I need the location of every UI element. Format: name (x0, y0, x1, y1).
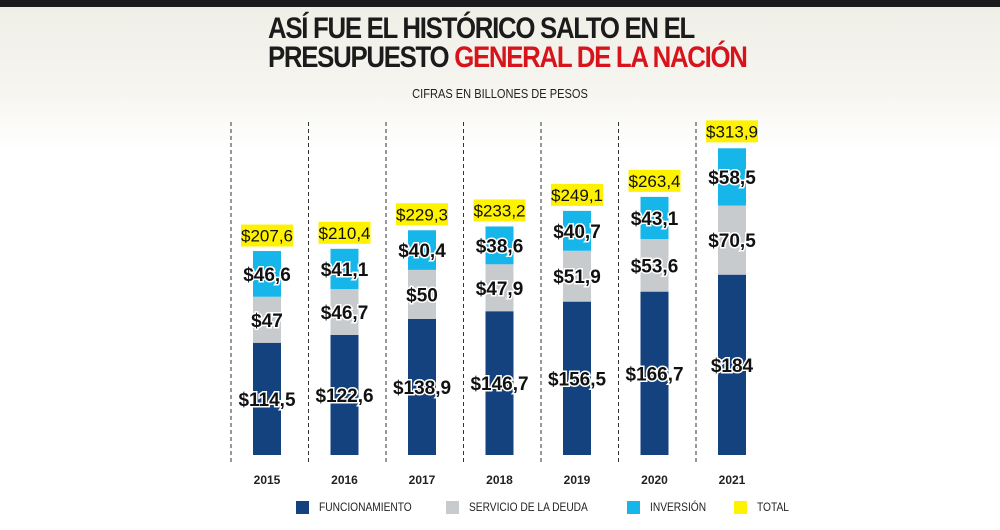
bar-segment (330, 248, 359, 290)
bar-segment (408, 230, 436, 270)
legend-label-deuda: SERVICIO DE LA DEUDA (469, 500, 588, 514)
bar-segment (640, 291, 669, 455)
bar-segment (485, 264, 514, 312)
title-line-1: ASÍ FUE EL HISTÓRICO SALTO EN EL (268, 12, 695, 45)
legend-label-inversion: INVERSIÓN (649, 500, 707, 514)
legend-swatch-deuda (446, 500, 460, 514)
bar-segment (563, 250, 591, 302)
data-label: $184 (711, 356, 754, 377)
total-label: $263,4 (629, 172, 681, 191)
title-black: PRESUPUESTO (268, 41, 450, 74)
bar-segment (330, 334, 359, 455)
total-label-bg (318, 221, 371, 244)
data-label: $40,7 (553, 222, 601, 243)
bar-segment (253, 251, 281, 297)
x-tick-label: 2020 (641, 473, 668, 487)
data-label: $46,6 (243, 265, 291, 286)
legend-swatch-inversion (626, 500, 640, 514)
legend-swatch-total (733, 500, 747, 514)
bar-segment (563, 301, 591, 455)
bar-segment (563, 210, 591, 251)
bar-segment (408, 318, 436, 455)
data-label: $156,5 (548, 369, 607, 390)
x-tick-label: 2021 (719, 473, 746, 487)
data-label: $38,6 (476, 236, 524, 257)
total-label-bg (241, 224, 293, 247)
x-tick-label: 2017 (409, 473, 436, 487)
total-label: $210,4 (319, 224, 371, 243)
legend-label-total: TOTAL (756, 500, 789, 514)
data-label: $58,5 (708, 168, 756, 189)
data-label: $43,1 (631, 209, 679, 230)
data-label: $46,7 (321, 303, 369, 324)
data-label: $51,9 (553, 267, 601, 288)
x-tick-label: 2016 (331, 473, 358, 487)
total-label: $249,1 (551, 186, 603, 205)
data-label: $41,1 (321, 260, 369, 281)
total-label-bg (551, 183, 603, 206)
bar-segment (253, 296, 281, 343)
title-line-2: PRESUPUESTO GENERAL DE LA NACIÓN (268, 41, 748, 74)
bar-segment (485, 311, 514, 455)
data-label: $146,7 (470, 374, 528, 395)
legend: FUNCIONAMIENTO SERVICIO DE LA DEUDA INVE… (296, 500, 813, 514)
data-label: $53,6 (631, 256, 679, 277)
x-tick-label: 2018 (486, 473, 513, 487)
total-label-bg (706, 120, 758, 143)
bar-segment (640, 239, 669, 292)
data-label: $122,6 (315, 386, 373, 407)
data-label: $40,4 (398, 241, 446, 262)
bar-segment (718, 205, 746, 275)
bar-segment (330, 289, 359, 335)
legend-swatch-funcionamiento (296, 500, 309, 514)
total-label-bg (628, 169, 681, 192)
title-red: GENERAL DE LA NACIÓN (454, 41, 748, 74)
bar-segment (408, 269, 436, 319)
data-label: $50 (406, 285, 438, 306)
page-title: ASÍ FUE EL HISTÓRICO SALTO EN EL PRESUPU… (268, 12, 748, 74)
x-tick-label: 2015 (254, 473, 281, 487)
data-label: $70,5 (708, 231, 756, 252)
x-tick-label: 2019 (564, 473, 591, 487)
data-label: $47,9 (476, 279, 524, 300)
total-label: $229,3 (396, 205, 448, 224)
bar-segment (485, 226, 514, 265)
data-label: $166,7 (625, 364, 683, 385)
bar-segment (718, 274, 746, 455)
data-label: $47 (251, 311, 283, 332)
bar-segment (253, 342, 281, 455)
data-label: $114,5 (238, 390, 295, 411)
bar-segment (718, 148, 746, 206)
total-label: $233,2 (474, 201, 526, 220)
total-label: $313,9 (706, 122, 758, 141)
total-label: $207,6 (241, 227, 293, 246)
bar-segment (640, 196, 669, 240)
total-label-bg (473, 199, 526, 222)
data-label: $138,9 (393, 378, 451, 399)
subtitle: CIFRAS EN BILLONES DE PESOS (412, 86, 588, 101)
top-bar (0, 0, 1000, 7)
total-label-bg (396, 203, 448, 226)
legend-label-funcionamiento: FUNCIONAMIENTO (319, 500, 412, 514)
